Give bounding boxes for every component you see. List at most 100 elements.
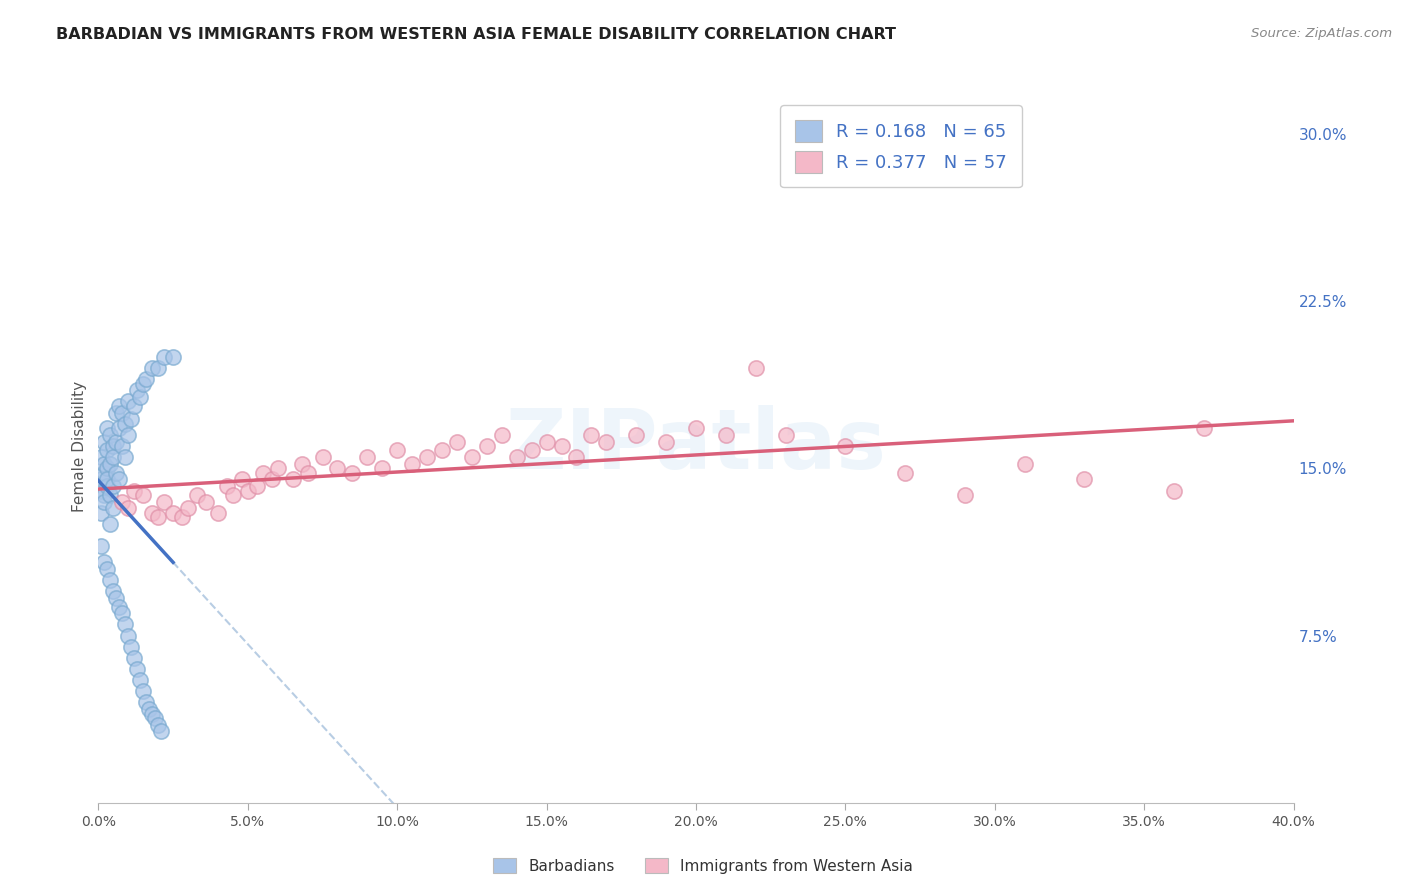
Point (124, 651, 146, 665)
Point (96, 421, 118, 435)
Point (291, 457, 314, 471)
Point (100, 517, 122, 532)
Point (371, 461, 394, 475)
Point (506, 450, 529, 465)
Point (297, 466, 319, 480)
Point (93, 434, 115, 449)
Point (138, 702, 160, 716)
Point (565, 450, 588, 465)
Point (446, 434, 468, 449)
Point (120, 640, 142, 654)
Point (111, 494, 134, 508)
Point (311, 450, 333, 465)
Legend: R = 0.168   N = 65, R = 0.377   N = 57: R = 0.168 N = 65, R = 0.377 N = 57 (780, 105, 1022, 187)
Point (90, 506, 112, 520)
Point (105, 591, 128, 605)
Point (536, 434, 558, 449)
Point (117, 501, 139, 516)
Point (1073, 473, 1095, 487)
Point (775, 427, 797, 442)
Point (111, 607, 134, 621)
Point (108, 399, 131, 413)
Point (281, 473, 304, 487)
Point (177, 501, 200, 516)
Point (93, 488, 115, 502)
Point (103, 583, 125, 598)
Point (100, 427, 122, 442)
Point (246, 479, 269, 493)
Point (385, 443, 409, 458)
Point (90, 483, 112, 498)
Point (231, 473, 253, 487)
Point (207, 506, 229, 520)
Point (117, 427, 139, 442)
Point (100, 573, 122, 587)
Point (342, 466, 364, 480)
Point (215, 479, 238, 493)
Point (108, 599, 131, 614)
Point (141, 506, 163, 520)
Point (491, 427, 513, 442)
Point (108, 473, 131, 487)
Point (148, 360, 170, 375)
Point (103, 501, 125, 516)
Point (135, 696, 157, 710)
Point (834, 439, 856, 453)
Y-axis label: Female Disability: Female Disability (72, 380, 87, 512)
Point (114, 417, 136, 431)
Point (172, 510, 194, 524)
Point (132, 376, 155, 391)
Point (475, 439, 498, 453)
Point (430, 443, 453, 458)
Point (143, 711, 166, 725)
Point (90, 539, 112, 553)
Point (105, 405, 128, 420)
Point (90, 450, 112, 465)
Point (127, 384, 149, 398)
Point (685, 421, 707, 435)
Point (105, 466, 128, 480)
Legend: Barbadians, Immigrants from Western Asia: Barbadians, Immigrants from Western Asia (486, 852, 920, 880)
Point (326, 461, 349, 475)
Point (595, 434, 617, 449)
Point (96, 479, 118, 493)
Point (93, 457, 115, 471)
Point (141, 706, 163, 721)
Point (103, 479, 125, 493)
Point (401, 457, 423, 471)
Point (186, 488, 208, 502)
Point (127, 662, 149, 676)
Point (100, 488, 122, 502)
Point (267, 461, 290, 475)
Point (114, 450, 136, 465)
Point (1163, 483, 1185, 498)
Text: BARBADIAN VS IMMIGRANTS FROM WESTERN ASIA FEMALE DISABILITY CORRELATION CHART: BARBADIAN VS IMMIGRANTS FROM WESTERN ASI… (56, 27, 896, 42)
Point (120, 412, 142, 426)
Point (550, 439, 572, 453)
Point (148, 717, 170, 731)
Point (105, 434, 128, 449)
Text: Source: ZipAtlas.com: Source: ZipAtlas.com (1251, 27, 1392, 40)
Point (1192, 421, 1215, 435)
Point (96, 473, 118, 487)
Point (356, 450, 378, 465)
Point (714, 427, 737, 442)
Point (117, 394, 139, 409)
Point (129, 673, 152, 687)
Point (461, 450, 484, 465)
Point (195, 494, 218, 508)
Point (626, 427, 648, 442)
Point (111, 439, 134, 453)
Point (1014, 457, 1036, 471)
Point (93, 466, 115, 480)
Point (148, 510, 170, 524)
Point (93, 555, 115, 569)
Point (96, 461, 118, 475)
Point (655, 434, 678, 449)
Point (520, 443, 543, 458)
Point (236, 483, 259, 498)
Point (150, 724, 173, 739)
Point (103, 450, 125, 465)
Point (93, 494, 115, 508)
Point (96, 562, 118, 576)
